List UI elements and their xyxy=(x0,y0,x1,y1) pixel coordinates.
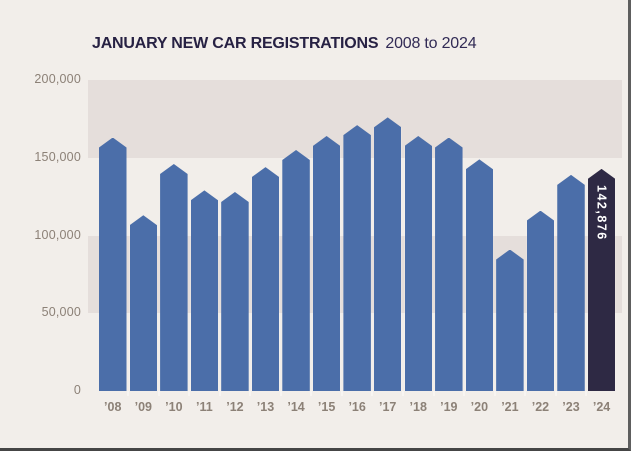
chart-title-range: 2008 to 2024 xyxy=(385,35,477,52)
baseline-tick xyxy=(249,391,252,396)
baseline-tick xyxy=(371,391,374,396)
y-axis-label: 200,000 xyxy=(34,72,81,86)
baseline-tick xyxy=(493,391,496,396)
y-axis-label: 50,000 xyxy=(41,305,81,320)
bar-14 xyxy=(282,149,310,391)
x-axis-label: ’19 xyxy=(440,400,458,414)
x-axis-label: ’12 xyxy=(226,400,244,414)
y-axis-label: 0 xyxy=(73,383,81,397)
baseline-tick xyxy=(554,391,557,396)
baseline-tick xyxy=(585,391,588,396)
x-axis-label: ’09 xyxy=(134,400,152,414)
bar-15 xyxy=(312,135,341,391)
bar-13 xyxy=(251,167,280,391)
x-axis-label: ’14 xyxy=(287,400,305,414)
x-axis-label: ’16 xyxy=(348,400,366,414)
bar-24-highlight: 142,876 xyxy=(587,168,616,391)
baseline-tick xyxy=(157,391,160,396)
bar-20 xyxy=(465,159,494,391)
bar-17 xyxy=(373,117,402,391)
baseline-tick xyxy=(188,391,191,396)
x-axis-label: ’24 xyxy=(592,400,611,414)
bar-08 xyxy=(99,137,127,391)
baseline-tick xyxy=(340,391,343,396)
bar-12 xyxy=(221,191,249,391)
x-axis-label: ’20 xyxy=(470,400,489,414)
bar-18 xyxy=(404,135,432,391)
x-axis-label: ’22 xyxy=(531,400,550,414)
baseline-tick xyxy=(279,391,282,396)
bar-22 xyxy=(526,210,555,391)
baseline-tick xyxy=(127,391,130,396)
bar-11 xyxy=(190,190,219,391)
x-axis-label: ’23 xyxy=(562,400,580,414)
x-axis-label: ’13 xyxy=(256,400,275,414)
chart-title: JANUARY NEW CAR REGISTRATIONS 2008 to 202… xyxy=(92,35,477,53)
baseline-tick xyxy=(432,391,435,396)
bar-23 xyxy=(557,174,585,391)
x-axis-label: ’11 xyxy=(196,400,213,414)
x-axis-label: ’17 xyxy=(378,400,397,414)
plot-area: 142,876 xyxy=(88,80,622,391)
bar-10 xyxy=(160,163,188,391)
bar-09 xyxy=(129,215,158,391)
chart-title-main: JANUARY NEW CAR REGISTRATIONS xyxy=(92,35,379,52)
baseline-tick xyxy=(402,391,404,396)
baseline-tick xyxy=(310,391,313,396)
x-axis-label: ’18 xyxy=(409,400,427,414)
x-axis-label: ’21 xyxy=(501,400,519,414)
bar-19 xyxy=(435,137,463,391)
baseline-tick xyxy=(463,391,466,396)
y-axis-label: 100,000 xyxy=(34,227,81,242)
baseline-tick xyxy=(524,391,527,396)
bar-16 xyxy=(343,125,371,391)
y-axis-label: 150,000 xyxy=(34,149,81,164)
baseline-tick xyxy=(218,391,221,396)
x-axis-label: ’10 xyxy=(165,400,183,414)
bar-21 xyxy=(496,249,524,391)
highlight-value-label: 142,876 xyxy=(594,184,609,241)
x-axis-label: ’15 xyxy=(317,400,336,414)
x-axis-label: ’08 xyxy=(104,400,122,414)
